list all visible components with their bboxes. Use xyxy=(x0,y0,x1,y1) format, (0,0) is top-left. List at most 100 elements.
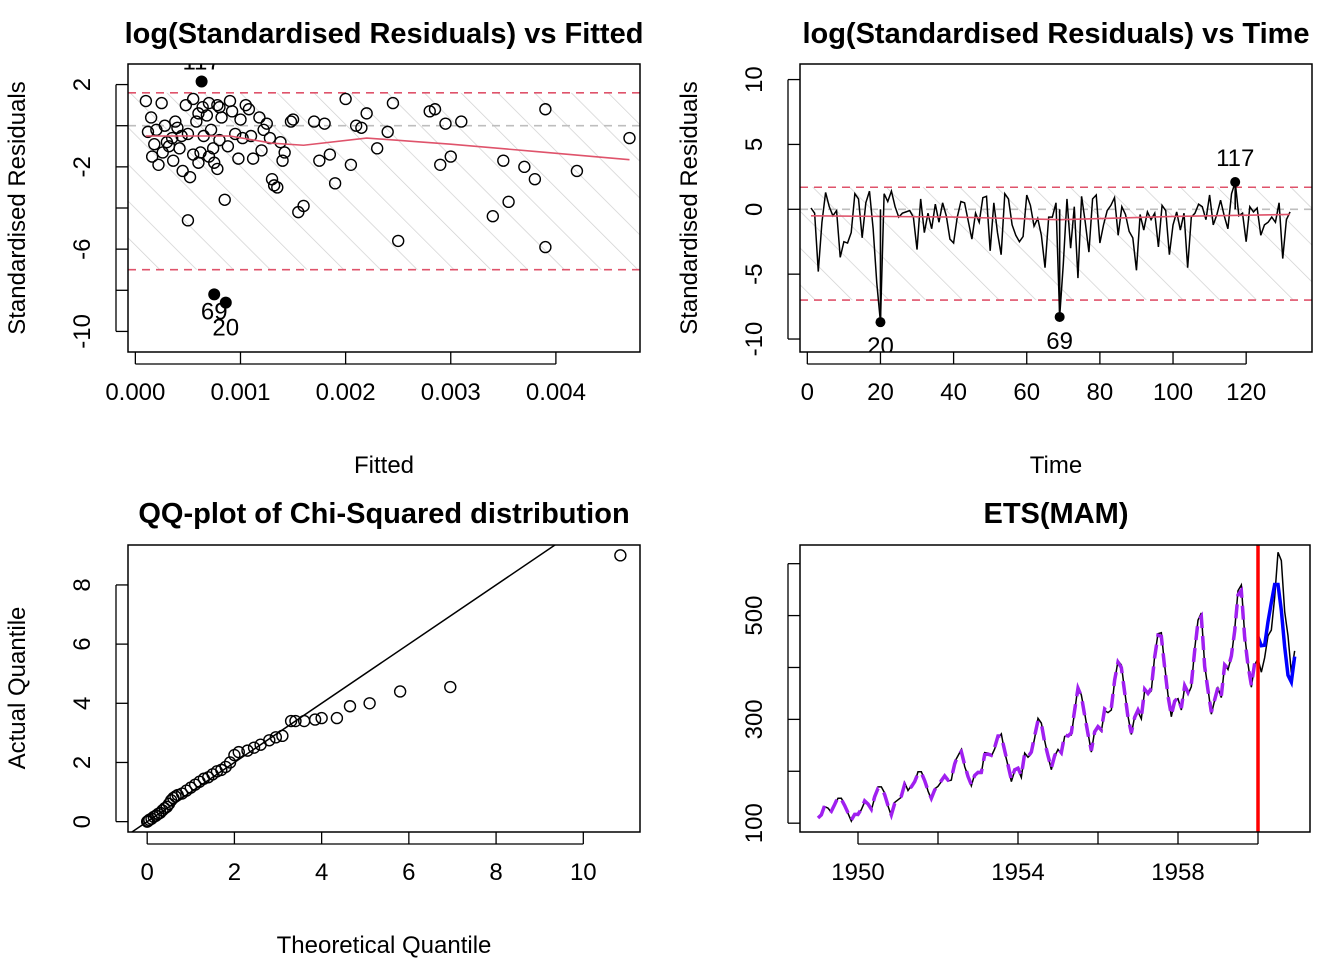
data-point xyxy=(315,711,328,725)
outlier-point xyxy=(195,75,208,88)
data-point xyxy=(444,150,457,163)
outlier-point xyxy=(1230,177,1241,188)
plot-frame xyxy=(127,63,641,353)
outlier-label: 20 xyxy=(212,315,239,342)
chart-title: QQ-plot of Chi-Squared distribution xyxy=(138,498,629,530)
data-point xyxy=(202,96,216,110)
data-point xyxy=(232,152,245,165)
data-point xyxy=(518,160,531,174)
data-point xyxy=(370,142,384,155)
plot-frame xyxy=(799,544,1311,833)
x-tick-label: 0 xyxy=(141,859,154,886)
data-point xyxy=(313,154,326,167)
data-point xyxy=(308,713,322,726)
x-axis-label: Fitted xyxy=(354,452,414,479)
data-point xyxy=(183,170,197,184)
data-point xyxy=(497,154,510,167)
x-tick-label: 1958 xyxy=(1151,859,1204,886)
data-point xyxy=(363,697,376,710)
x-tick-label: 0.002 xyxy=(316,379,376,406)
data-point xyxy=(165,131,179,145)
data-point xyxy=(393,685,407,698)
y-tick-label: -2 xyxy=(69,156,96,177)
panel-qq-plot: QQ-plot of Chi-Squared distribution Theo… xyxy=(4,498,630,959)
data-point xyxy=(242,103,256,116)
plot-frame xyxy=(799,63,1313,353)
x-tick-label: 120 xyxy=(1226,379,1266,406)
data-point xyxy=(271,181,284,194)
data-point xyxy=(211,162,224,176)
data-point xyxy=(360,107,373,120)
outlier-label: 69 xyxy=(1046,328,1073,355)
panel-residuals-vs-fitted: log(Standardised Residuals) vs Fitted Fi… xyxy=(4,18,643,479)
data-point xyxy=(218,193,231,206)
data-point xyxy=(192,107,205,120)
data-point xyxy=(181,127,195,141)
data-point xyxy=(276,154,289,167)
plot-area: 0 2 4 6 8 10 0 2 4 6 8 xyxy=(69,544,641,886)
outlier-label: 117 xyxy=(182,48,220,75)
fitted-series xyxy=(816,586,1257,824)
x-tick-label: 60 xyxy=(1013,379,1040,406)
forecast-series xyxy=(1256,582,1297,688)
data-point xyxy=(381,125,394,139)
data-point xyxy=(614,549,627,562)
x-tick-label: 1954 xyxy=(991,859,1044,886)
x-tick-label: 0.003 xyxy=(421,379,481,406)
data-point xyxy=(289,714,302,728)
data-point xyxy=(344,158,358,172)
data-point xyxy=(428,103,442,116)
data-point xyxy=(219,760,232,774)
residual-line xyxy=(810,181,1291,323)
y-tick-label: -6 xyxy=(69,238,96,259)
data-point xyxy=(434,158,447,172)
x-tick-label: 2 xyxy=(228,859,241,886)
data-point xyxy=(355,121,368,134)
data-point xyxy=(155,96,168,110)
x-tick-label: 0.000 xyxy=(105,379,165,406)
data-point xyxy=(176,164,189,178)
data-point xyxy=(179,98,193,112)
data-point xyxy=(502,195,515,209)
outlier-point xyxy=(219,296,232,309)
data-point xyxy=(263,734,276,747)
data-point xyxy=(206,142,220,155)
data-point xyxy=(286,113,300,126)
data-point xyxy=(444,680,457,694)
data-point xyxy=(234,113,247,126)
data-point xyxy=(386,96,400,110)
data-point xyxy=(239,98,252,112)
chart-title: log(Standardised Residuals) vs Time xyxy=(802,18,1309,50)
x-tick-label: 6 xyxy=(402,859,415,886)
y-tick-label: 2 xyxy=(69,756,96,769)
y-tick-label: 2 xyxy=(69,78,96,91)
x-tick-label: 1950 xyxy=(831,859,884,886)
data-point xyxy=(323,148,337,161)
data-point xyxy=(570,164,584,178)
confidence-band xyxy=(128,92,640,270)
data-point xyxy=(330,711,344,725)
outlier-point xyxy=(875,317,886,328)
outlier-label: 20 xyxy=(867,333,894,360)
panel-ets-forecast: ETS(MAM) xyxy=(984,498,1129,530)
data-point xyxy=(486,210,500,223)
data-point xyxy=(236,131,249,145)
data-point xyxy=(246,152,260,165)
data-point xyxy=(260,117,273,130)
data-point xyxy=(318,117,331,130)
outlier-point xyxy=(208,288,221,301)
data-point xyxy=(455,115,468,128)
x-tick-label: 100 xyxy=(1153,379,1193,406)
data-point xyxy=(169,115,182,128)
data-point xyxy=(244,129,258,143)
data-point xyxy=(186,92,200,106)
data-point xyxy=(144,111,158,124)
data-point xyxy=(328,177,342,190)
panel-residuals-vs-time: log(Standardised Residuals) vs Time Time… xyxy=(676,18,1310,479)
data-point xyxy=(190,115,203,128)
data-point xyxy=(173,142,186,155)
data-point xyxy=(539,103,552,116)
y-axis-label: Standardised Residuals xyxy=(676,81,703,335)
